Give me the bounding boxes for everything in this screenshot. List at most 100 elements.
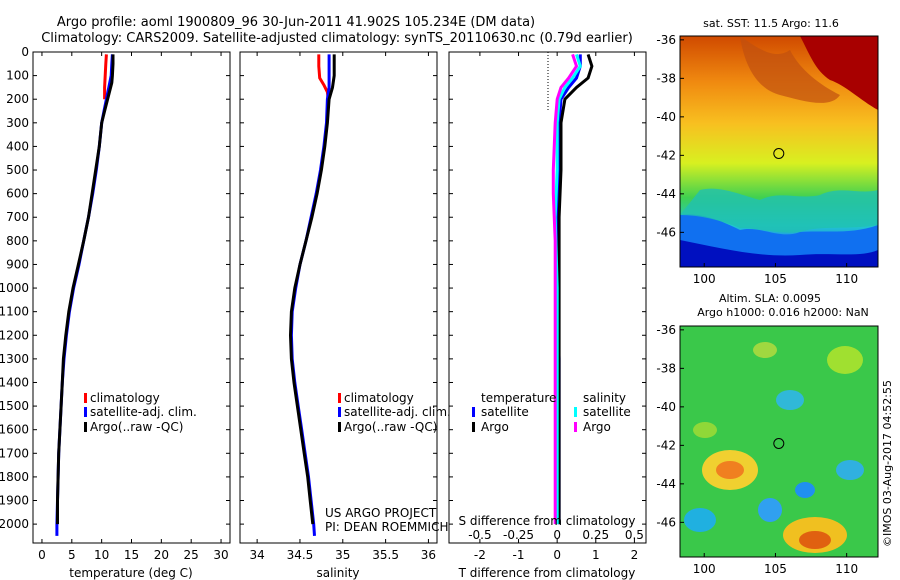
salinity-series (289, 54, 336, 537)
x-tick-label-salinity: 0.25 (582, 528, 609, 542)
legend-label-s-satellite: satellite (583, 405, 631, 419)
difference-xlabel-top: S difference from climatology (459, 514, 636, 528)
salinity-legend: climatology satellite-adj. clim. Argo(..… (338, 391, 451, 434)
map-y-tick-label: -38 (656, 361, 676, 375)
y-tick-label: 1700 (0, 446, 29, 460)
x-tick-label: 34.5 (287, 548, 314, 562)
legend-label-t-argo: Argo (481, 420, 509, 434)
legend-label-satellite-adj: satellite-adj. clim. (90, 405, 197, 419)
x-tick-label: -1 (513, 548, 525, 562)
difference-series (551, 53, 594, 525)
x-tick-label: 34 (249, 548, 264, 562)
legend-label-t-satellite: satellite (481, 405, 529, 419)
x-tick-label-salinity: -0.5 (468, 528, 491, 542)
sla-map-axes: 100 105 110 -36 -38 -40 -42 -44 -46 (656, 323, 858, 576)
map-y-tick-label: -36 (656, 323, 676, 337)
sst-argo-location-marker (773, 148, 785, 159)
x-tick-label: 2 (631, 548, 639, 562)
legend-label-satellite-adj: satellite-adj. clim. (344, 405, 451, 419)
legend-label-argo: Argo(..raw -QC) (90, 420, 183, 434)
map-y-tick-label: -42 (656, 438, 676, 452)
map-x-tick-label: 110 (835, 562, 858, 576)
legend-swatch-satellite-adj (84, 407, 87, 417)
x-tick-label: 20 (154, 548, 169, 562)
sst-coldest-region (680, 240, 878, 267)
y-tick-label: 900 (6, 257, 29, 271)
sla-map-image (680, 326, 878, 557)
sla-high-anomaly-core (799, 531, 831, 549)
x-tick-label: 35.5 (372, 548, 399, 562)
x-tick-label-salinity: 0.5 (625, 528, 644, 542)
y-tick-label: 0 (21, 45, 29, 59)
map-y-tick-label: -46 (656, 225, 676, 239)
difference-legend: temperature salinity satellite Argo sate… (472, 391, 631, 434)
x-tick-label: 10 (94, 548, 109, 562)
pi-note: PI: DEAN ROEMMICH (325, 520, 448, 534)
x-tick-label: 1 (592, 548, 600, 562)
legend-swatch-s-satellite (574, 407, 577, 417)
y-tick-label: 1100 (0, 305, 29, 319)
map-y-tick-label: -44 (656, 477, 676, 491)
map-y-tick-label: -46 (656, 515, 676, 529)
sla-high-anomaly (753, 342, 777, 358)
sla-low-anomaly (684, 508, 716, 532)
map-y-tick-label: -42 (656, 148, 676, 162)
y-tick-label: 1600 (0, 423, 29, 437)
x-tick-label: 5 (68, 548, 76, 562)
sla-map-frame (679, 325, 879, 558)
legend-swatch-climatology (338, 393, 341, 403)
sla-low-anomaly (795, 482, 815, 498)
y-tick-label: 1800 (0, 470, 29, 484)
map-y-tick-label: -40 (656, 400, 676, 414)
title-line-2: Climatology: CARS2009. Satellite-adjuste… (41, 31, 633, 46)
x-tick-label: 25 (184, 548, 199, 562)
y-tick-label: 100 (6, 69, 29, 83)
y-tick-label: 1300 (0, 352, 29, 366)
y-tick-label: 600 (6, 187, 29, 201)
legend-label-climatology: climatology (90, 391, 160, 405)
temperature-axes: 0 5 10 15 20 25 300100200300400500600700800900… (0, 45, 230, 562)
x-tick-label-salinity: 0 (553, 528, 561, 542)
x-tick-label: 0 (38, 548, 46, 562)
y-tick-label: 1900 (0, 494, 29, 508)
x-tick-label: -2 (474, 548, 486, 562)
y-tick-label: 1000 (0, 281, 29, 295)
x-tick-label-salinity: -0.25 (503, 528, 534, 542)
temperature-xlabel: temperature (deg C) (69, 566, 192, 580)
legend-label-argo: Argo(..raw -QC) (344, 420, 437, 434)
legend-swatch-s-argo (574, 422, 577, 432)
salinity-axes: 34 34.5 35 35.5 36 (240, 51, 437, 562)
series-line-s-argo (551, 53, 578, 525)
map-x-tick-label: 105 (764, 562, 787, 576)
sst-map-title: sat. SST: 11.5 Argo: 11.6 (703, 17, 839, 30)
x-tick-label: 15 (124, 548, 139, 562)
y-tick-label: 200 (6, 92, 29, 106)
legend-label-s-argo: Argo (583, 420, 611, 434)
difference-panel (448, 51, 647, 544)
temperature-panel (32, 51, 231, 544)
map-x-tick-label: 100 (693, 562, 716, 576)
sst-map-frame (679, 35, 879, 268)
sla-high-anomaly (693, 422, 717, 438)
map-x-tick-label: 105 (764, 272, 787, 286)
temperature-legend: climatology satellite-adj. clim. Argo(..… (84, 391, 197, 434)
y-tick-label: 300 (6, 116, 29, 130)
map-y-tick-label: -36 (656, 33, 676, 47)
sst-warm-patch (740, 36, 840, 103)
sla-low-anomaly (836, 460, 864, 480)
x-tick-label: 0 (553, 548, 561, 562)
y-tick-label: 400 (6, 139, 29, 153)
y-tick-label: 1500 (0, 399, 29, 413)
series-line-argo-raw-qc- (289, 54, 336, 525)
y-tick-label: 1400 (0, 375, 29, 389)
legend-swatch-satellite-adj (338, 407, 341, 417)
project-note: US ARGO PROJECT (325, 506, 437, 520)
imos-credit: ©IMOS 03-Aug-2017 04:52:55 (881, 380, 894, 547)
sla-high-anomaly (827, 346, 863, 374)
salinity-xlabel: salinity (316, 566, 359, 580)
difference-axes: -2 -1 0 1 2 -0.5 -0.25 0 0.25 0.5 (449, 51, 646, 562)
sla-map-title-line-1: Altim. SLA: 0.0095 (719, 292, 821, 305)
map-y-tick-label: -44 (656, 187, 676, 201)
sst-cool-band (680, 188, 878, 233)
